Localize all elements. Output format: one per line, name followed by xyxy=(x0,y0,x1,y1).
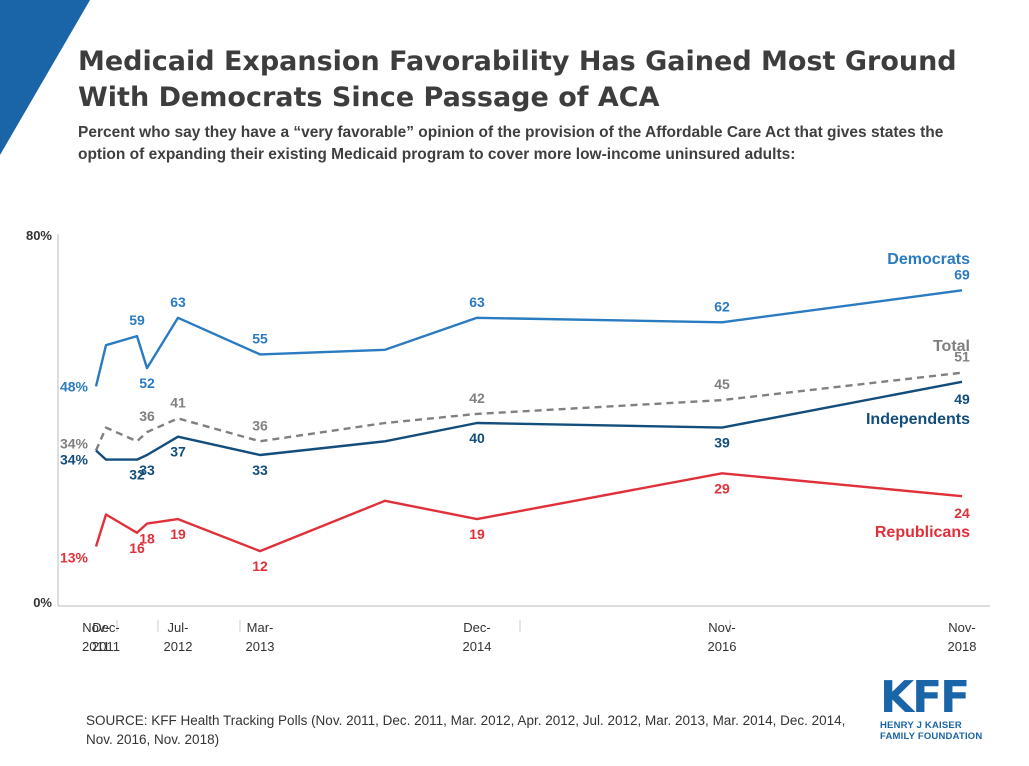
line-chart: 80% 0% Nov- 2011 Dec- 2011 Jul- 2012 Mar- 2013 Dec… xyxy=(26,228,990,654)
republicans-line xyxy=(94,472,963,553)
x-tick-label: Nov- xyxy=(948,620,975,635)
democrats-data-label: 52 xyxy=(139,375,155,391)
total-data-label: 51 xyxy=(954,349,970,365)
x-tick-label: 2012 xyxy=(164,639,193,654)
x-tick-label: Jul- xyxy=(168,620,189,635)
democrats-data-label: 48% xyxy=(60,378,89,394)
independents-data-label: 40 xyxy=(469,430,485,446)
x-tick-label: 2011 xyxy=(82,639,110,654)
logo-line-2: FAMILY FOUNDATION xyxy=(880,731,983,742)
independents-series-name: Independents xyxy=(866,411,970,428)
republicans-data-label: 29 xyxy=(714,480,730,496)
independents-data-label: 39 xyxy=(714,435,730,451)
kff-logo: KFF HENRY J KAISER FAMILY FOUNDATION xyxy=(880,672,990,743)
independents-data-label: 34% xyxy=(60,451,89,467)
chart-subtitle: Percent who say they have a “very favora… xyxy=(78,124,944,163)
democrats-data-label: 63 xyxy=(170,294,186,310)
independents-data-label: 33 xyxy=(252,462,268,478)
democrats-data-label: 63 xyxy=(469,294,485,310)
independents-line xyxy=(95,380,963,461)
republicans-data-label: 18 xyxy=(139,531,155,547)
y-tick-label-0: 0% xyxy=(33,595,52,610)
republicans-data-label: 24 xyxy=(954,505,970,521)
x-tick-label: 2016 xyxy=(708,639,737,654)
source-note: SOURCE: KFF Health Tracking Polls (Nov. … xyxy=(86,713,846,747)
total-series-name: Total xyxy=(933,338,970,355)
x-tick-label: Dec- xyxy=(463,620,490,635)
y-tick-label-80: 80% xyxy=(26,228,52,243)
republicans-data-label: 12 xyxy=(252,558,268,574)
x-tick-label: Nov- xyxy=(708,620,735,635)
democrats-line xyxy=(94,289,963,387)
independents-data-label: 33 xyxy=(139,462,155,478)
total-data-label: 36 xyxy=(252,417,268,433)
corner-triangle-decoration xyxy=(0,0,90,155)
democrats-series-name: Democrats xyxy=(887,251,970,268)
democrats-data-label: 62 xyxy=(714,298,730,314)
total-data-label: 41 xyxy=(170,394,186,410)
republicans-data-label: 19 xyxy=(469,526,485,542)
logo-line-1: HENRY J KAISER xyxy=(880,720,962,731)
independents-data-label: 37 xyxy=(170,444,186,460)
total-data-label: 42 xyxy=(469,390,485,406)
democrats-data-label: 59 xyxy=(129,312,145,328)
republicans-data-label: 19 xyxy=(170,526,186,542)
total-line xyxy=(94,371,963,451)
x-tick-label: Dec- xyxy=(92,620,119,635)
republicans-series-name: Republicans xyxy=(875,524,970,541)
x-tick-label: Mar- xyxy=(247,620,274,635)
x-tick-label: 2014 xyxy=(463,639,492,654)
independents-data-label: 32 xyxy=(129,467,145,483)
logo-mark: KFF xyxy=(880,672,970,723)
x-tick-label: 2011 xyxy=(92,639,120,654)
x-tick-label: 2018 xyxy=(948,639,977,654)
democrats-data-label: 69 xyxy=(954,266,970,282)
republicans-data-label: 16 xyxy=(129,540,145,556)
republicans-data-label: 13% xyxy=(60,550,89,566)
independents-data-label: 49 xyxy=(954,391,970,407)
democrats-data-label: 55 xyxy=(252,330,268,346)
x-tick-label: 2013 xyxy=(246,639,275,654)
chart-title: Medicaid Expansion Favorability Has Gain… xyxy=(78,46,957,113)
total-data-label: 45 xyxy=(714,376,730,392)
x-tick-label: Nov- xyxy=(82,620,109,635)
total-data-label: 36 xyxy=(139,408,155,424)
total-data-label: 34% xyxy=(60,435,89,451)
